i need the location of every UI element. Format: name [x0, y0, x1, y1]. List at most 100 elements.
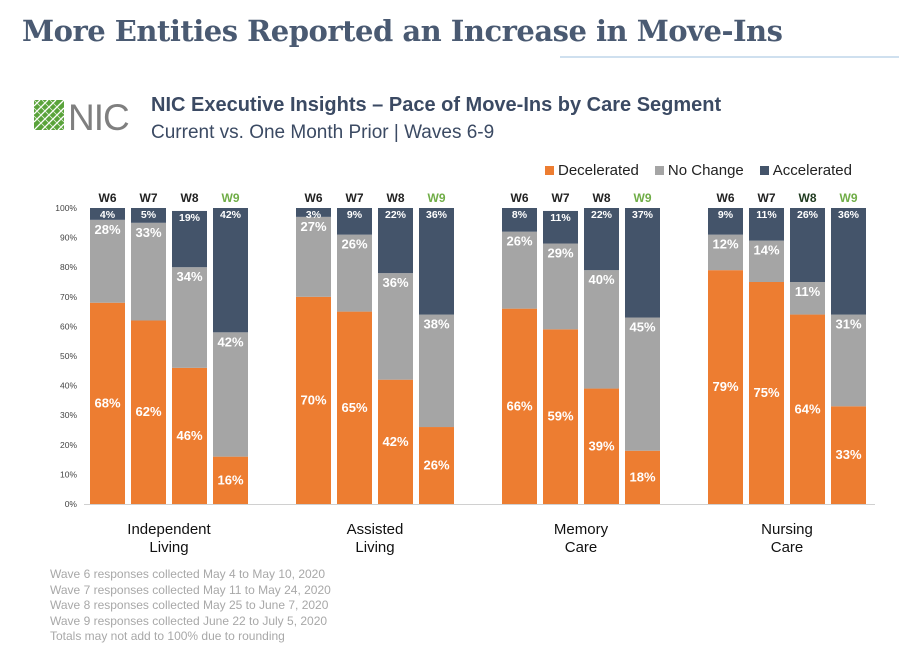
bar-segment-no-change: [90, 219, 125, 303]
data-label: 4%: [100, 209, 116, 221]
bar-segment-accelerated: [90, 208, 125, 220]
bar-segment-decelerated: [337, 311, 372, 504]
legend-label-accelerated: Accelerated: [772, 162, 852, 179]
y-tick-label: 10%: [60, 469, 77, 479]
wave-label: W7: [346, 191, 364, 205]
bar-segment-accelerated: [790, 208, 825, 282]
wave-label: W7: [758, 191, 776, 205]
data-label: 75%: [753, 385, 779, 400]
bar-segment-decelerated: [213, 456, 248, 504]
wave-label: W9: [634, 191, 652, 205]
wave-label: W9: [222, 191, 240, 205]
category-label: Living: [149, 539, 188, 556]
data-label: 42%: [220, 209, 242, 221]
data-label: 26%: [506, 234, 532, 249]
bar-segment-decelerated: [90, 302, 125, 504]
bar-segment-no-change: [419, 314, 454, 428]
footnote-wave-9: Wave 9 responses collected June 22 to Ju…: [50, 613, 328, 628]
bar-segment-no-change: [378, 273, 413, 380]
category-label: Care: [565, 539, 598, 556]
data-label: 9%: [718, 209, 734, 221]
wave-label: W7: [552, 191, 570, 205]
bar-segment-no-change: [543, 243, 578, 330]
logo-text: NIC: [68, 98, 129, 134]
data-label: 31%: [835, 317, 861, 332]
data-label: 9%: [347, 209, 363, 221]
legend-item-accelerated: Accelerated: [759, 162, 852, 179]
data-label: 22%: [591, 209, 613, 221]
data-label: 39%: [588, 438, 614, 453]
data-label: 45%: [629, 320, 655, 335]
bar-segment-accelerated: [296, 208, 331, 217]
data-label: 64%: [794, 401, 820, 416]
data-label: 29%: [547, 246, 573, 261]
data-label: 33%: [135, 225, 161, 240]
legend: Decelerated No Change Accelerated: [545, 162, 852, 179]
y-tick-label: 20%: [60, 440, 77, 450]
data-label: 68%: [94, 395, 120, 410]
data-label: 28%: [94, 222, 120, 237]
bar-segment-no-change: [131, 222, 166, 321]
data-label: 36%: [382, 275, 408, 290]
data-label: 36%: [838, 209, 860, 221]
bar-segment-no-change: [584, 270, 619, 389]
legend-label-no-change: No Change: [667, 162, 744, 179]
chart-header-subtitle: Current vs. One Month Prior | Waves 6-9: [151, 122, 495, 143]
y-tick-label: 50%: [60, 351, 77, 361]
data-label: 18%: [629, 469, 655, 484]
y-tick-label: 100%: [55, 203, 77, 213]
footnote-wave-6: Wave 6 responses collected May 4 to May …: [50, 567, 326, 581]
category-label: Care: [771, 539, 804, 556]
bar-segment-decelerated: [296, 296, 331, 504]
bar-segment-accelerated: [131, 208, 166, 223]
bar-segment-decelerated: [378, 379, 413, 504]
legend-swatch-accelerated: [759, 166, 769, 175]
legend-swatch-decelerated: [545, 166, 554, 175]
bar-segment-accelerated: [831, 208, 866, 315]
wave-label: W6: [305, 191, 323, 205]
footnote-rounding: Totals may not add to 100% due to roundi…: [50, 629, 285, 643]
bar-segment-no-change: [172, 267, 207, 368]
legend-item-decelerated: Decelerated: [545, 162, 639, 179]
nic-logo: NIC: [33, 97, 146, 139]
data-label: 70%: [300, 392, 326, 407]
bar-segment-no-change: [296, 216, 331, 297]
data-label: 8%: [512, 209, 528, 221]
data-label: 22%: [385, 209, 407, 221]
wave-label: W8: [799, 191, 817, 205]
wave-label: W8: [181, 191, 199, 205]
category-label: Memory: [554, 521, 609, 538]
bar-segment-no-change: [790, 282, 825, 315]
data-label: 38%: [423, 317, 449, 332]
category-label: Independent: [127, 521, 211, 538]
wave-label: W6: [511, 191, 529, 205]
bar-segment-accelerated: [213, 208, 248, 333]
bar-segment-no-change: [708, 234, 743, 271]
bar-segment-decelerated: [749, 282, 784, 504]
bar-segment-accelerated: [502, 208, 537, 232]
wave-label: W7: [140, 191, 158, 205]
data-label: 11%: [550, 212, 571, 224]
footnotes: Wave 6 responses collected May 4 to May …: [50, 567, 331, 645]
data-label: 27%: [300, 219, 326, 234]
bar-segment-accelerated: [172, 210, 207, 268]
bar-segment-decelerated: [419, 427, 454, 504]
data-label: 11%: [756, 209, 777, 221]
y-tick-label: 40%: [60, 381, 77, 391]
bar-segment-accelerated: [749, 208, 784, 241]
data-label: 42%: [217, 334, 243, 349]
bar-segment-no-change: [213, 332, 248, 457]
bar-segment-decelerated: [625, 450, 660, 504]
bar-segment-decelerated: [831, 406, 866, 504]
legend-item-no-change: No Change: [654, 162, 744, 179]
data-label: 26%: [341, 237, 367, 252]
y-tick-label: 0%: [65, 499, 78, 509]
category-label: Assisted: [347, 521, 404, 538]
wave-label: W9: [428, 191, 446, 205]
legend-swatch-no-change: [654, 166, 664, 175]
bar-segment-accelerated: [625, 208, 660, 318]
bar-segment-accelerated: [337, 208, 372, 235]
bar-segment-accelerated: [419, 208, 454, 315]
wave-label: W8: [593, 191, 611, 205]
